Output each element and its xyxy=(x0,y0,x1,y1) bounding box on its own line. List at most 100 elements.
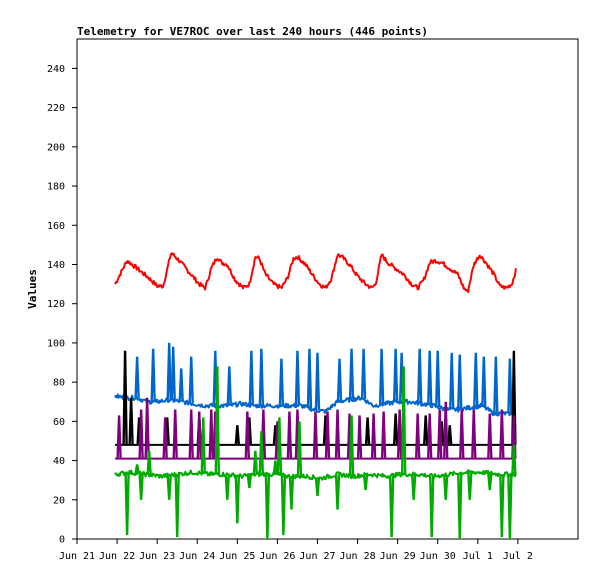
series-spike xyxy=(348,415,355,477)
y-tick-label: 180 xyxy=(47,182,65,193)
series-spike xyxy=(457,354,463,410)
y-tick-label: 40 xyxy=(53,456,65,467)
series-spike xyxy=(200,417,206,474)
series-spike xyxy=(188,356,194,404)
series-spike xyxy=(380,411,387,459)
series-spike xyxy=(429,475,435,538)
y-axis-label: Values xyxy=(26,269,39,309)
series-spike xyxy=(214,366,220,475)
series-spike xyxy=(248,350,255,406)
series-spike xyxy=(306,348,313,409)
series-spike xyxy=(138,409,144,459)
series-spike xyxy=(272,460,279,475)
series-spike xyxy=(172,409,178,459)
series-spike xyxy=(134,464,140,474)
y-tick-label: 140 xyxy=(47,260,65,271)
x-tick-label: Jun 29 xyxy=(380,551,416,562)
x-tick-label: Jun 26 xyxy=(259,551,295,562)
x-tick-label: Jun 23 xyxy=(139,551,175,562)
series-spike xyxy=(499,409,505,459)
series-spike xyxy=(144,397,150,459)
series-spike xyxy=(443,401,449,459)
series-spike xyxy=(336,358,343,402)
series-spike xyxy=(174,474,180,538)
series-spike xyxy=(150,348,156,402)
series-spike xyxy=(348,348,355,400)
series-spike xyxy=(499,474,505,538)
series-spike xyxy=(396,409,403,459)
x-tick-label: Jun 21 xyxy=(59,551,95,562)
x-tick-label: Jun 30 xyxy=(420,551,456,562)
x-tick-label: Jul 2 xyxy=(503,551,533,562)
plot-area xyxy=(76,38,579,540)
series-spike xyxy=(435,350,441,408)
series-spike xyxy=(370,413,377,459)
series-spike xyxy=(471,409,477,459)
y-tick-label: 240 xyxy=(47,64,65,75)
series-spike xyxy=(280,475,287,536)
y-tick-label: 80 xyxy=(53,378,65,389)
series-spike xyxy=(511,444,517,475)
series-spike xyxy=(226,366,233,406)
y-axis: 0 20 40 60 80 100 120 140 160 180 200 220 240 xyxy=(47,64,77,546)
series-spike xyxy=(162,417,168,459)
series-spike xyxy=(392,413,399,445)
series-spike xyxy=(134,356,140,398)
series-spike xyxy=(511,350,517,445)
series-line xyxy=(114,252,517,293)
x-tick-label: Jun 25 xyxy=(219,551,255,562)
series-spike xyxy=(427,350,433,406)
series-spike xyxy=(422,415,429,445)
series-spike xyxy=(294,350,301,406)
series-spike xyxy=(362,474,369,491)
series-spike xyxy=(360,348,367,400)
series-spike xyxy=(410,474,417,500)
y-tick-label: 160 xyxy=(47,221,65,232)
series-spike xyxy=(473,352,479,407)
series-spike xyxy=(467,472,473,500)
series-spike xyxy=(392,348,399,403)
series-spike xyxy=(364,417,371,445)
series-spike xyxy=(122,350,128,445)
series-spike xyxy=(244,411,251,459)
series-spike xyxy=(234,475,241,524)
series-spike xyxy=(264,474,271,540)
x-axis: Jun 21 Jun 22 Jun 23 Jun 24 Jun 25 Jun 26 Jun … xyxy=(59,539,533,562)
y-tick-label: 220 xyxy=(47,103,65,114)
series-spike xyxy=(457,473,463,540)
series-spike xyxy=(487,473,493,491)
series-spike xyxy=(314,477,321,496)
series-spike xyxy=(166,342,172,400)
x-tick-label: Jun 27 xyxy=(299,551,335,562)
y-tick-label: 100 xyxy=(47,338,65,349)
series-spike xyxy=(196,411,202,459)
series-spike xyxy=(246,475,253,489)
x-tick-label: Jun 22 xyxy=(99,551,135,562)
y-tick-label: 200 xyxy=(47,142,65,153)
series-spike xyxy=(334,409,341,459)
series-spike xyxy=(481,356,487,408)
series-spike xyxy=(507,358,513,414)
series-spike xyxy=(427,413,433,459)
series-spike xyxy=(511,415,517,459)
series-spike xyxy=(356,415,363,459)
series-spike xyxy=(414,413,421,459)
series-spike xyxy=(324,411,331,459)
series-spike xyxy=(258,348,265,406)
x-tick-label: Jul 1 xyxy=(463,551,493,562)
series-spike xyxy=(443,474,449,500)
series-spike xyxy=(178,368,184,402)
series-spike xyxy=(116,415,122,459)
y-tick-label: 60 xyxy=(53,417,65,428)
series-spike xyxy=(278,358,285,406)
series-spike xyxy=(170,346,176,401)
series-spike xyxy=(166,475,172,500)
series-spike xyxy=(314,352,321,411)
series-spike xyxy=(146,450,152,475)
series-spike xyxy=(487,413,493,459)
y-tick-label: 20 xyxy=(53,495,65,506)
x-tick-label: Jun 28 xyxy=(339,551,375,562)
series-spike xyxy=(138,473,144,500)
series-spike xyxy=(234,425,241,445)
y-tick-label: 0 xyxy=(59,535,65,546)
